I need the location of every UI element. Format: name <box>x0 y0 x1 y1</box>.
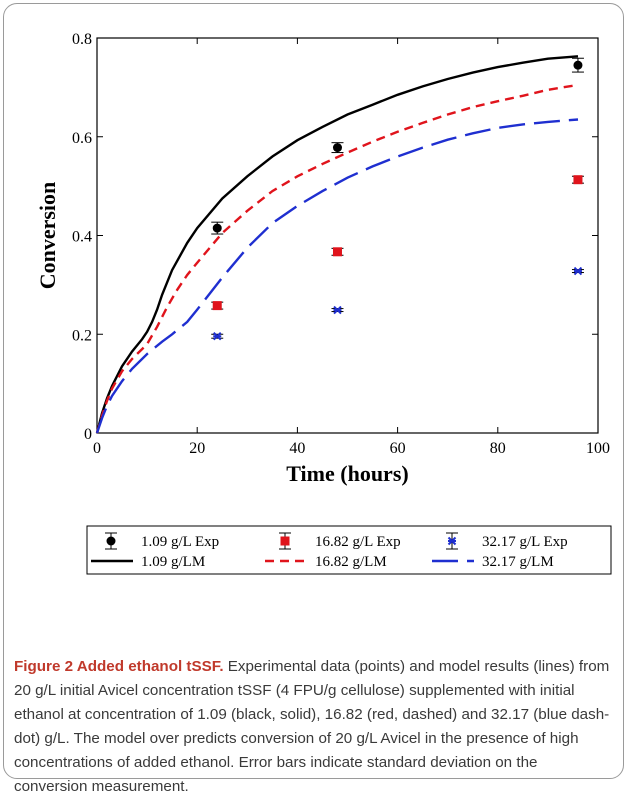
x-tick-label: 80 <box>490 440 506 457</box>
legend-label: 32.17 g/L Exp <box>482 534 568 550</box>
x-axis-label: Time (hours) <box>286 461 408 486</box>
data-point <box>571 57 584 73</box>
model-line <box>95 83 579 434</box>
data-point <box>331 247 344 257</box>
data-marker <box>333 305 342 315</box>
x-tick-label: 40 <box>289 440 305 457</box>
legend-marker <box>447 536 457 546</box>
y-tick-label: 0.8 <box>72 31 92 48</box>
y-axis-label: Conversion <box>35 182 60 290</box>
data-marker <box>332 143 342 153</box>
data-marker <box>212 301 222 311</box>
chart: 0 20 40 60 80 100 0 0.2 0.4 0.6 0.8 Time (hours) Con… <box>35 31 612 575</box>
legend-label: 1.09 g/LM <box>141 554 205 570</box>
model-line <box>95 55 579 434</box>
legend-item: 16.82 g/L Exp <box>279 532 401 550</box>
x-tick-label: 20 <box>189 440 205 457</box>
data-marker <box>332 247 342 257</box>
legend-item: 32.17 g/L Exp <box>446 532 568 550</box>
legend-marker <box>280 536 290 546</box>
data-point <box>211 332 224 341</box>
data-marker <box>573 175 583 185</box>
legend-item: 16.82 g/LM <box>265 554 387 570</box>
y-tick-label: 0.6 <box>72 130 92 147</box>
caption-title: Figure 2 Added ethanol tSSF. <box>14 658 224 675</box>
legend-marker <box>106 536 116 546</box>
legend-item: 1.09 g/LM <box>91 554 205 570</box>
legend-item: 1.09 g/L Exp <box>105 532 219 550</box>
data-point <box>211 301 224 311</box>
data-point <box>331 142 344 154</box>
legend-item: 32.17 g/LM <box>432 554 554 570</box>
y-tick-label: 0.4 <box>72 229 92 246</box>
data-point <box>571 266 584 276</box>
model-line <box>95 118 579 434</box>
x-tick-label: 0 <box>93 440 101 457</box>
data-marker <box>212 223 222 233</box>
x-tick-label: 100 <box>586 440 610 457</box>
figure-caption: Figure 2 Added ethanol tSSF. Experimenta… <box>14 655 614 799</box>
legend-label: 1.09 g/L Exp <box>141 534 219 550</box>
x-tick-label: 60 <box>390 440 406 457</box>
legend-label: 16.82 g/LM <box>315 554 387 570</box>
data-marker <box>573 60 583 70</box>
data-point <box>571 175 584 185</box>
data-marker <box>573 266 583 276</box>
caption-body: Experimental data (points) and model res… <box>14 658 610 795</box>
plot-area-frame <box>96 37 599 434</box>
y-tick-label: 0 <box>84 426 92 443</box>
data-point <box>331 305 344 315</box>
legend-label: 16.82 g/L Exp <box>315 534 401 550</box>
legend-box <box>86 525 612 575</box>
y-tick-label: 0.2 <box>72 327 92 344</box>
data-marker <box>213 332 222 341</box>
data-point <box>211 221 224 235</box>
legend-label: 32.17 g/LM <box>482 554 554 570</box>
